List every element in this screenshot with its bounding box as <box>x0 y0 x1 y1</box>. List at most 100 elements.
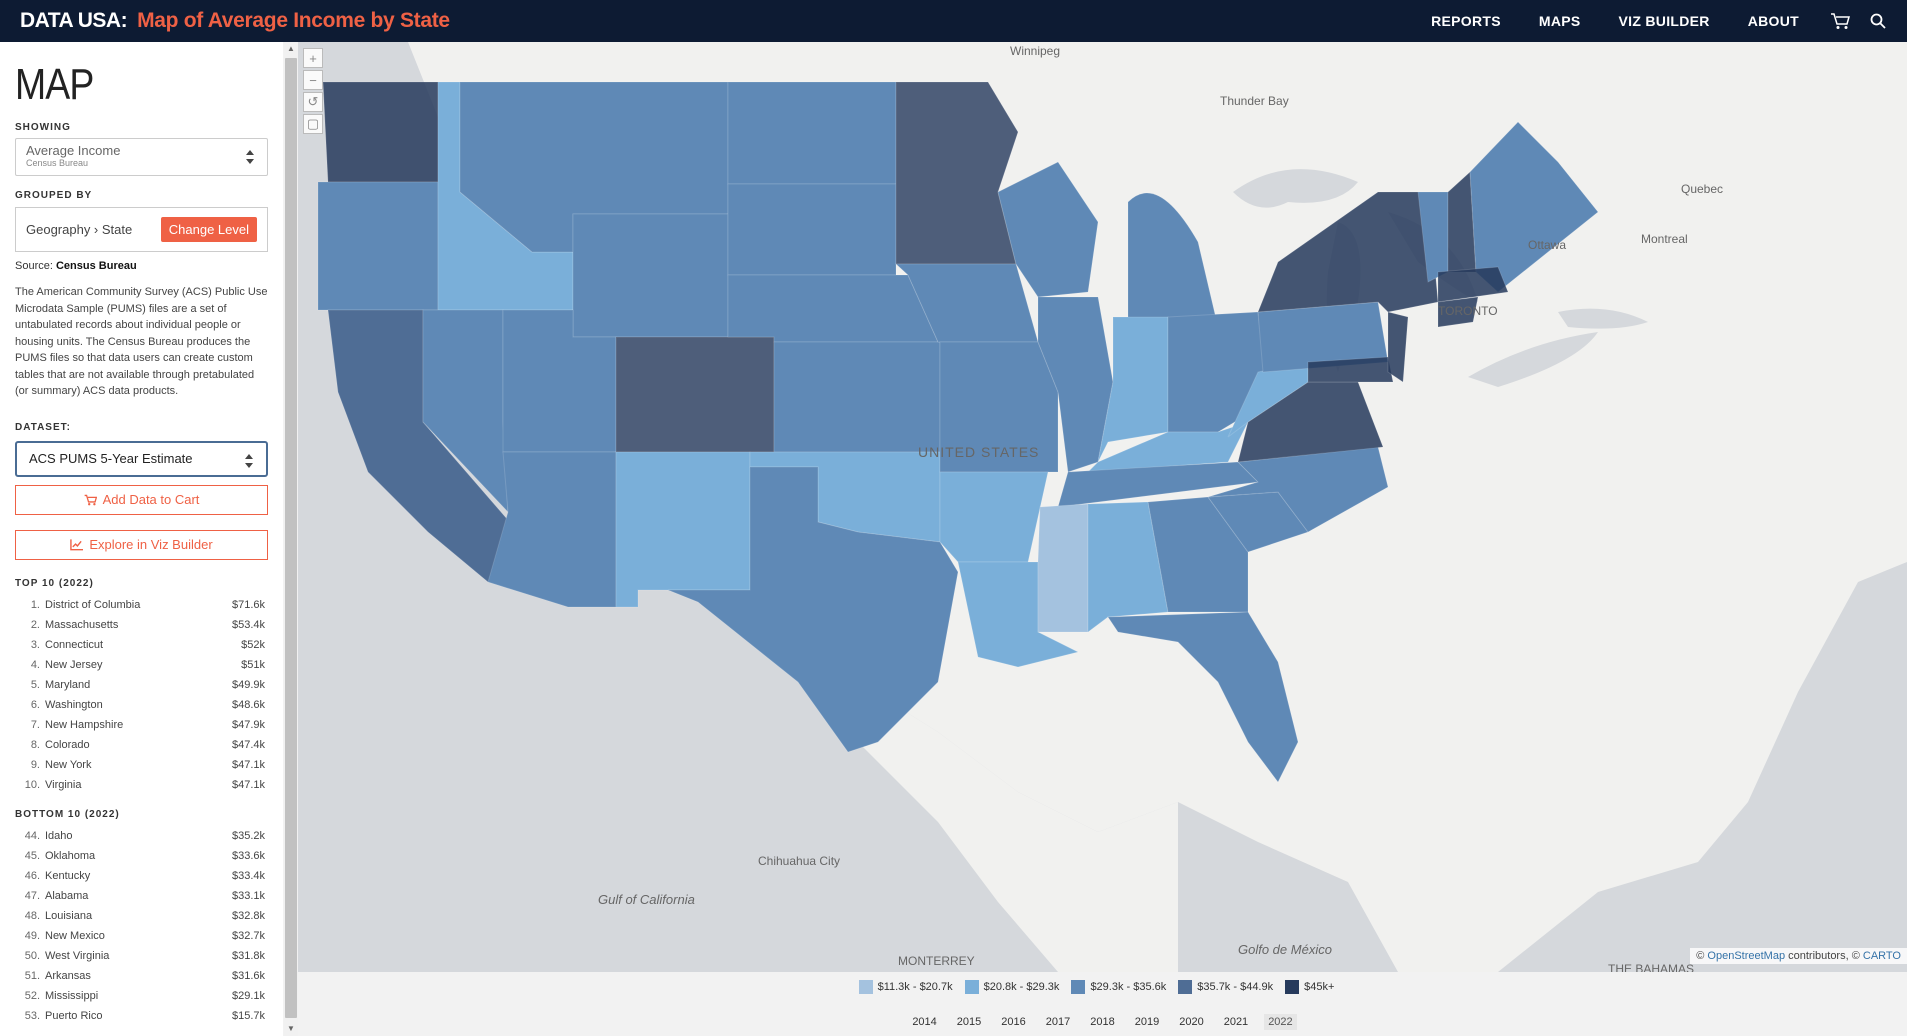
year-option-2015[interactable]: 2015 <box>956 1016 982 1028</box>
state-florida[interactable] <box>1107 611 1299 783</box>
rank-number: 2. <box>30 618 40 631</box>
state-north-carolina[interactable] <box>1207 446 1389 533</box>
showing-select[interactable]: Average Income Census Bureau <box>15 138 268 176</box>
zoom-in-icon[interactable]: + <box>303 48 323 68</box>
attribution-osm-link[interactable]: OpenStreetMap <box>1707 950 1786 962</box>
legend-item[interactable]: $35.7k - $44.9k <box>1178 980 1273 994</box>
rank-state-name: Oklahoma <box>45 849 96 862</box>
search-icon[interactable] <box>1867 10 1889 32</box>
state-alabama[interactable] <box>1087 501 1169 633</box>
state-new-york[interactable] <box>1257 191 1439 313</box>
state-massachusetts[interactable] <box>1437 266 1509 303</box>
rank-value: $32.7k <box>231 929 265 942</box>
nav-about[interactable]: ABOUT <box>1747 13 1799 29</box>
state-colorado[interactable] <box>615 336 775 453</box>
top-ten-heading: TOP 10 (2022) <box>15 577 94 589</box>
map-label-united-states: UNITED STATES <box>918 444 1040 460</box>
add-to-cart-button[interactable]: Add Data to Cart <box>15 484 268 515</box>
rank-row[interactable]: 44. Idaho $35.2k <box>15 826 268 846</box>
rank-row[interactable]: 46. Kentucky $33.4k <box>15 866 268 886</box>
choropleth-map[interactable]: Winnipeg Thunder Bay Quebec Montreal Ott… <box>298 42 1907 972</box>
state-new-jersey[interactable] <box>1387 311 1409 383</box>
state-georgia[interactable] <box>1147 496 1249 613</box>
state-arizona[interactable] <box>487 451 617 608</box>
state-illinois[interactable] <box>1037 296 1114 473</box>
state-nebraska[interactable] <box>727 274 939 343</box>
rank-state-name: Alabama <box>45 889 89 902</box>
explore-viz-builder-button[interactable]: Explore in Viz Builder <box>15 529 268 560</box>
rank-row[interactable]: 48. Louisiana $32.8k <box>15 906 268 926</box>
scroll-up-icon[interactable]: ▲ <box>287 44 295 53</box>
attribution-carto-link[interactable]: CARTO <box>1862 950 1901 962</box>
state-texas[interactable] <box>667 466 959 753</box>
year-option-2022[interactable]: 2022 <box>1264 1014 1297 1030</box>
map-canvas[interactable] <box>298 42 1907 972</box>
state-minnesota[interactable] <box>895 81 1019 265</box>
state-michigan[interactable] <box>1127 192 1219 328</box>
state-south-dakota[interactable] <box>727 183 897 276</box>
rank-row[interactable]: 7. New Hampshire $47.9k <box>15 715 268 735</box>
state-wyoming[interactable] <box>572 213 729 338</box>
rank-row[interactable]: 6. Washington $48.6k <box>15 695 268 715</box>
grouped-label: GROUPED BY <box>15 190 93 201</box>
rank-row[interactable]: 45. Oklahoma $33.6k <box>15 846 268 866</box>
rank-row[interactable]: 50. West Virginia $31.8k <box>15 946 268 966</box>
state-connecticut[interactable] <box>1437 296 1479 328</box>
rank-number: 7. <box>30 718 40 731</box>
nav-maps[interactable]: MAPS <box>1538 13 1581 29</box>
year-option-2019[interactable]: 2019 <box>1134 1016 1160 1028</box>
rank-row[interactable]: 4. New Jersey $51k <box>15 655 268 675</box>
brand-logo[interactable]: DATA USA: <box>20 9 128 32</box>
select-arrows-icon <box>246 150 254 164</box>
legend-item[interactable]: $45k+ <box>1285 980 1334 994</box>
change-level-button[interactable]: Change Level <box>160 217 257 242</box>
state-new-mexico[interactable] <box>615 451 751 608</box>
rank-number: 5. <box>30 678 40 691</box>
rank-row[interactable]: 49. New Mexico $32.7k <box>15 926 268 946</box>
rank-row[interactable]: 1. District of Columbia $71.6k <box>15 595 268 615</box>
fullscreen-icon[interactable]: ▢ <box>303 114 323 134</box>
legend-item[interactable]: $20.8k - $29.3k <box>964 980 1059 994</box>
rank-row[interactable]: 47. Alabama $33.1k <box>15 886 268 906</box>
state-washington[interactable] <box>322 81 439 183</box>
rank-row[interactable]: 9. New York $47.1k <box>15 755 268 775</box>
rank-row[interactable]: 5. Maryland $49.9k <box>15 675 268 695</box>
rank-state-name: New Hampshire <box>45 718 124 731</box>
rank-row[interactable]: 10. Virginia $47.1k <box>15 775 268 795</box>
year-option-2020[interactable]: 2020 <box>1179 1016 1204 1028</box>
reset-icon[interactable]: ↺ <box>303 92 323 112</box>
legend-item[interactable]: $11.3k - $20.7k <box>858 980 953 994</box>
rank-value: $15.7k <box>231 1009 265 1022</box>
attribution-prefix: © <box>1696 950 1705 962</box>
sidebar-scroll-thumb[interactable] <box>285 58 297 1018</box>
rank-row[interactable]: 3. Connecticut $52k <box>15 635 268 655</box>
state-missouri[interactable] <box>939 341 1059 473</box>
showing-label: SHOWING <box>15 122 71 133</box>
dataset-select[interactable]: ACS PUMS 5-Year Estimate <box>15 440 268 477</box>
rank-row[interactable]: 8. Colorado $47.4k <box>15 735 268 755</box>
year-option-2014[interactable]: 2014 <box>912 1016 937 1028</box>
legend-swatch <box>964 980 979 994</box>
rank-row[interactable]: 51. Arkansas $31.6k <box>15 966 268 986</box>
rank-state-name: Louisiana <box>45 909 93 922</box>
cart-icon[interactable] <box>1829 10 1851 32</box>
year-option-2021[interactable]: 2021 <box>1223 1016 1249 1028</box>
legend-item[interactable]: $29.3k - $35.6k <box>1071 980 1166 994</box>
rank-row[interactable]: 2. Massachusetts $53.4k <box>15 615 268 635</box>
rank-row[interactable]: 52. Mississippi $29.1k <box>15 986 268 1006</box>
source-name[interactable]: Census Bureau <box>55 260 137 272</box>
year-option-2017[interactable]: 2017 <box>1045 1016 1071 1028</box>
nav-viz-builder[interactable]: VIZ BUILDER <box>1618 13 1710 29</box>
state-oregon[interactable] <box>317 181 439 311</box>
state-north-dakota[interactable] <box>727 81 897 185</box>
state-kansas[interactable] <box>773 341 941 453</box>
state-mississippi[interactable] <box>1037 503 1089 633</box>
year-option-2016[interactable]: 2016 <box>1001 1016 1026 1028</box>
state-maryland[interactable] <box>1307 356 1394 383</box>
nav-reports[interactable]: REPORTS <box>1431 13 1501 29</box>
year-option-2018[interactable]: 2018 <box>1090 1016 1115 1028</box>
rank-row[interactable]: 53. Puerto Rico $15.7k <box>15 1006 268 1026</box>
state-wisconsin[interactable] <box>997 161 1099 298</box>
scroll-down-icon[interactable]: ▼ <box>287 1024 295 1033</box>
zoom-out-icon[interactable]: − <box>303 70 323 90</box>
